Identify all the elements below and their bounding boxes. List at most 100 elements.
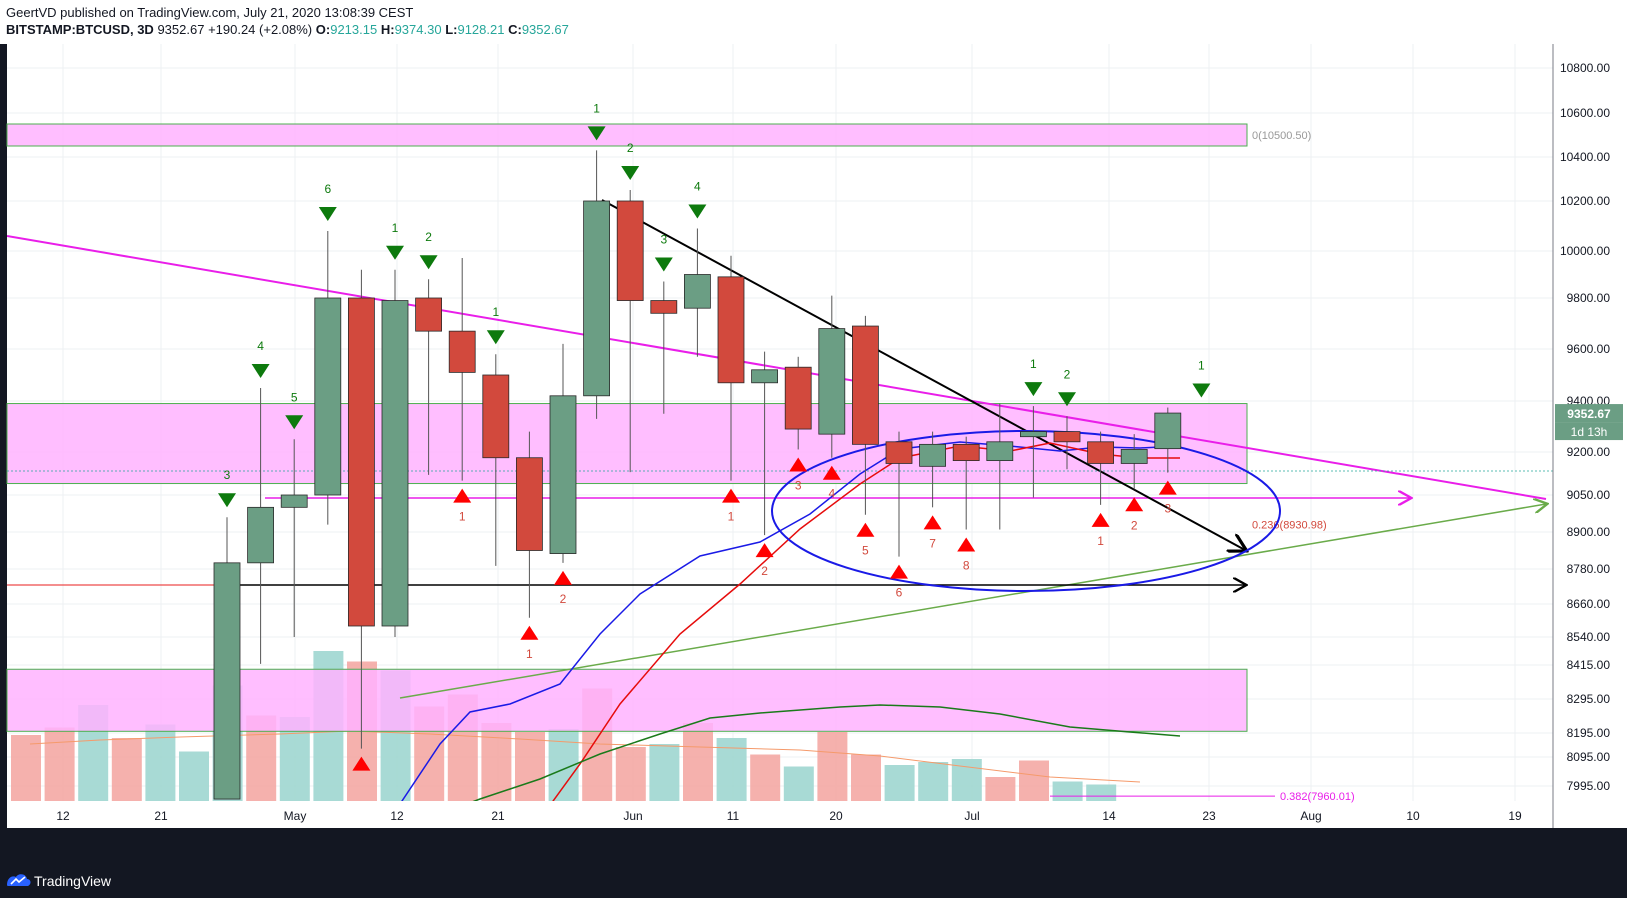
candle-body — [1020, 431, 1047, 438]
x-tick-label: 10 — [1406, 809, 1420, 823]
td-buy-count: 1 — [459, 510, 466, 524]
td-buy-arrow — [856, 522, 875, 537]
chart-header: GeertVD published on TradingView.com, Ju… — [0, 0, 1627, 44]
td-buy-arrow — [722, 488, 740, 503]
zones-layer: 0(10500.50) 0.236(8930.98) 0.382(7960.01) — [6, 123, 1355, 803]
td-buy-count: 8 — [963, 559, 970, 573]
td-sell-arrow — [1024, 382, 1043, 397]
candle-body — [684, 274, 711, 309]
open-key: O: — [315, 22, 331, 37]
candle-body — [852, 325, 879, 445]
td-sell-arrow — [621, 166, 640, 180]
candle-body — [213, 562, 241, 800]
x-tick-label: 20 — [829, 809, 843, 823]
countdown-badge-bg — [1555, 422, 1623, 441]
td-sell-arrow — [318, 207, 337, 221]
td-buy-arrow — [890, 564, 908, 579]
x-tick-label: Jul — [964, 809, 979, 823]
publish-info: GeertVD published on TradingView.com, Ju… — [6, 5, 414, 20]
y-tick-label: 7995.00 — [1567, 779, 1611, 793]
high-value: 9374.30 — [394, 22, 442, 37]
resistance-zone-top — [6, 123, 1248, 147]
x-tick-label: 23 — [1202, 809, 1216, 823]
td-sell-count: 2 — [627, 141, 634, 155]
td-sell-count: 5 — [291, 390, 298, 404]
last-price-badge-bg — [1555, 404, 1623, 423]
candle-body — [1087, 441, 1114, 464]
td-sell-arrow — [419, 255, 438, 270]
y-tick-label: 8900.00 — [1567, 525, 1611, 539]
td-buy-count: 4 — [828, 487, 835, 501]
blue-ema-line — [401, 441, 1181, 801]
td-sell-arrow — [688, 204, 707, 219]
td-buy-count: 2 — [1131, 518, 1138, 532]
td-buy-arrow — [453, 488, 472, 503]
y-tick-label: 8415.00 — [1567, 658, 1611, 672]
candle-body — [986, 441, 1014, 461]
td-sell-count: 1 — [1030, 357, 1037, 371]
y-tick-label: 10200.00 — [1560, 194, 1610, 208]
volume-bar — [649, 744, 680, 801]
td-sell-count: 3 — [224, 468, 231, 482]
candle-body — [247, 506, 275, 564]
td-buy-count: 3 — [1164, 502, 1171, 516]
x-tick-label: 12 — [390, 809, 404, 823]
td-buy-arrow — [755, 543, 774, 558]
volume-bar — [1052, 781, 1083, 801]
volume-bar — [918, 762, 949, 801]
td-buy-arrow — [352, 756, 371, 771]
x-tick-label: 12 — [56, 809, 70, 823]
magenta-trendline — [7, 235, 1547, 500]
close-key: C: — [508, 22, 522, 37]
candle-body — [415, 297, 443, 332]
y-tick-label: 10800.00 — [1560, 61, 1610, 75]
support-zone-mid — [6, 403, 1248, 485]
volume-bar — [179, 751, 209, 801]
td-buy-count: 2 — [761, 564, 768, 578]
axis-labels: 10800.00 10600.00 10400.00 10200.00 10000.00… — [56, 44, 1623, 828]
y-tick-label: 9800.00 — [1567, 291, 1611, 305]
volume-bar — [1019, 760, 1049, 801]
td-sell-count: 1 — [392, 221, 399, 235]
volume-bar — [783, 766, 814, 801]
td-sell-arrow — [587, 126, 606, 141]
td-sell-count: 2 — [425, 230, 432, 244]
candle-body — [549, 395, 577, 554]
candle-body — [314, 297, 342, 496]
td-sell-count: 1 — [1198, 359, 1205, 373]
td-buy-count: 1 — [728, 510, 735, 524]
candle-body — [784, 366, 812, 430]
td-buy-arrow — [1091, 512, 1110, 527]
price-change: +190.24 (+2.08%) — [208, 22, 313, 37]
candle-body — [347, 297, 375, 627]
x-tick-label: May — [284, 809, 307, 823]
close-value: 9352.67 — [521, 22, 569, 37]
fib-level-label: 0(10500.50) — [1252, 130, 1311, 142]
td-buy-arrow — [923, 515, 942, 530]
td-sell-arrow — [218, 493, 236, 508]
x-tick-label: 21 — [491, 809, 505, 823]
high-key: H: — [380, 22, 395, 37]
candle-body — [885, 441, 913, 464]
candles-layer — [213, 150, 1182, 800]
candle-body — [650, 300, 678, 314]
last-price: 9352.67 — [157, 22, 205, 37]
volume-bar — [615, 747, 646, 801]
open-value: 9213.15 — [330, 22, 378, 37]
td-buy-arrow — [957, 537, 976, 552]
symbol-label[interactable]: BITSTAMP:BTCUSD, 3D — [6, 22, 154, 37]
countdown-badge: 1d 13h — [1571, 425, 1608, 439]
volume-bar — [44, 727, 75, 801]
td-buy-count: 1 — [1097, 534, 1104, 548]
tradingview-logo-icon — [7, 874, 31, 886]
volume-bar — [481, 723, 512, 801]
td-buy-count: 2 — [560, 592, 567, 606]
td-buy-count: 3 — [795, 478, 802, 492]
last-price-badge: 9352.67 — [1567, 407, 1611, 421]
x-tick-label: Aug — [1300, 809, 1321, 823]
x-tick-label: 11 — [727, 809, 740, 823]
support-zone-low — [6, 668, 1248, 732]
candle-body — [919, 443, 946, 467]
price-chart[interactable]: 0(10500.50)0.236(8930.98)0.382(7960.01) … — [0, 44, 1627, 865]
candle-body — [280, 494, 308, 508]
